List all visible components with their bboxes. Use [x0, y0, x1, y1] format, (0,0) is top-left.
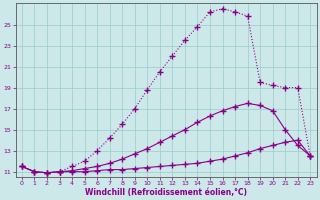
X-axis label: Windchill (Refroidissement éolien,°C): Windchill (Refroidissement éolien,°C) — [85, 188, 247, 197]
